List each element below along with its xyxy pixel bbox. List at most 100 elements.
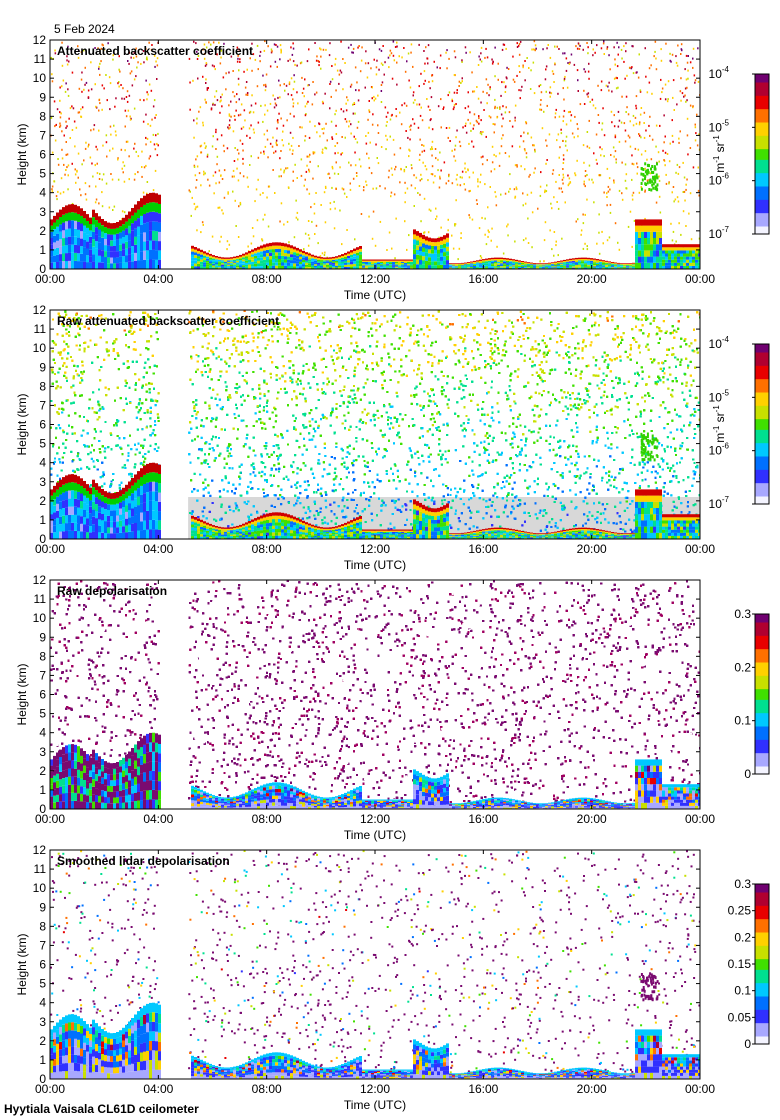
tick-exponent: -6 — [722, 172, 730, 181]
heatmap-field — [50, 580, 700, 809]
x-tick-label: 08:00 — [252, 1082, 282, 1096]
y-tick-label: 7 — [39, 128, 46, 142]
y-tick-label: 12 — [33, 33, 47, 47]
tick-base: 10 — [709, 444, 723, 458]
tick-base: 10 — [709, 67, 723, 81]
x-tick-label: 04:00 — [143, 272, 173, 286]
panel-2: Raw attenuated backscatter coefficient 0 1… — [15, 303, 770, 572]
x-axis-label: Time (UTC) — [344, 288, 406, 302]
x-tick-label: 20:00 — [577, 812, 607, 826]
panel-title: Smoothed lidar depolarisation — [57, 854, 230, 868]
panel-title: Raw depolarisation — [57, 584, 167, 598]
heatmap-field — [50, 850, 700, 1079]
panels: Attenuated backscatter coefficient012345… — [15, 33, 770, 1112]
heatmap-field — [50, 40, 700, 269]
x-tick-label: 00:00 — [35, 812, 65, 826]
y-tick-label: 6 — [39, 958, 46, 972]
y-tick-label: 5 — [39, 437, 46, 451]
y-tick-label: 3 — [39, 205, 46, 219]
colorbar: 0 0.05 0.1 0.15 0.2 0.25 0.3 — [728, 877, 770, 1051]
panel-title: Raw attenuated backscatter coefficient — [57, 314, 279, 328]
x-tick-label: 00:00 — [685, 1082, 715, 1096]
tick-base: 10 — [709, 120, 723, 134]
tick-base: 10 — [709, 174, 723, 188]
colorbar-tick-label: 0.05 — [728, 1010, 752, 1024]
x-tick-label: 00:00 — [35, 1082, 65, 1096]
y-tick-label: 3 — [39, 745, 46, 759]
y-tick-label: 12 — [33, 303, 47, 317]
y-tick-label: 12 — [33, 843, 47, 857]
colorbar-tick-label: 0.2 — [734, 660, 751, 674]
x-axis-label: Time (UTC) — [344, 558, 406, 572]
x-tick-label: 20:00 — [577, 542, 607, 556]
colorbar-tick-label: 10-6 — [709, 172, 730, 188]
y-tick-label: 0 — [39, 532, 46, 546]
colorbar-tick-label: 0.3 — [734, 877, 751, 891]
unit-m: m — [713, 163, 727, 173]
y-tick-label: 10 — [33, 611, 47, 625]
y-tick-label: 11 — [34, 862, 47, 876]
tick-exponent: -5 — [722, 388, 730, 397]
colorbar-tick-label: 0.1 — [734, 984, 751, 998]
tick-base: 10 — [709, 227, 723, 241]
tick-exponent: -4 — [722, 65, 730, 74]
y-tick-label: 8 — [39, 649, 46, 663]
x-tick-label: 04:00 — [143, 1082, 173, 1096]
colorbar-tick-label: 10-6 — [709, 442, 730, 458]
colorbar-tick-label: 0 — [744, 767, 751, 781]
y-tick-label: 5 — [39, 167, 46, 181]
x-tick-label: 00:00 — [685, 272, 715, 286]
unit-exp: -1 — [712, 155, 721, 163]
colorbar-unit: m-1 sr-1 — [712, 135, 727, 173]
y-tick-label: 5 — [39, 707, 46, 721]
tick-exponent: -7 — [722, 225, 730, 234]
y-tick-label: 7 — [39, 668, 46, 682]
y-tick-label: 8 — [39, 919, 46, 933]
y-tick-label: 2 — [39, 764, 46, 778]
x-tick-label: 00:00 — [685, 812, 715, 826]
colorbar-tick-label: 0.2 — [734, 930, 751, 944]
y-tick-label: 11 — [34, 322, 47, 336]
colorbar-tick-label: 10-4 — [709, 335, 730, 351]
colorbar: 0 0.1 0.2 0.3 — [734, 607, 770, 781]
colorbar-tick-label: 10-4 — [709, 65, 730, 81]
x-tick-label: 08:00 — [252, 812, 282, 826]
y-tick-label: 1 — [39, 513, 46, 527]
tick-base: 10 — [709, 337, 723, 351]
x-tick-label: 04:00 — [143, 812, 173, 826]
y-axis-label: Height (km) — [15, 393, 29, 455]
unit-m: m — [713, 433, 727, 443]
colorbar-tick-label: 10-7 — [709, 495, 730, 511]
x-tick-label: 00:00 — [35, 272, 65, 286]
colorbar-tick-label: 0.15 — [728, 957, 752, 971]
colorbar-tick-label: 10-5 — [709, 388, 730, 404]
y-tick-label: 1 — [39, 783, 46, 797]
unit-sr: sr — [713, 412, 727, 425]
y-tick-label: 0 — [39, 262, 46, 276]
unit-exp: -1 — [712, 405, 721, 413]
colorbar-tick-label: 0.1 — [734, 714, 751, 728]
colorbar: 10-710-610-510-4m-1 sr-1 — [709, 65, 770, 241]
y-tick-label: 6 — [39, 148, 46, 162]
tick-exponent: -4 — [722, 335, 730, 344]
x-tick-label: 12:00 — [360, 1082, 390, 1096]
colorbar: 10-710-610-510-4m-1 sr-1 — [709, 335, 770, 511]
colorbar-frame — [754, 613, 770, 775]
x-tick-label: 12:00 — [360, 542, 390, 556]
x-tick-label: 00:00 — [35, 542, 65, 556]
x-axis-label: Time (UTC) — [344, 1098, 406, 1112]
x-tick-label: 16:00 — [468, 812, 498, 826]
tick-base: 10 — [709, 390, 723, 404]
y-tick-label: 6 — [39, 418, 46, 432]
y-tick-label: 0 — [39, 802, 46, 816]
y-tick-label: 10 — [33, 341, 47, 355]
tick-exponent: -7 — [722, 495, 730, 504]
x-axis-label: Time (UTC) — [344, 828, 406, 842]
x-tick-label: 00:00 — [685, 542, 715, 556]
y-tick-label: 9 — [39, 630, 46, 644]
y-tick-label: 0 — [39, 1072, 46, 1086]
y-tick-label: 12 — [33, 573, 47, 587]
y-tick-label: 7 — [39, 398, 46, 412]
